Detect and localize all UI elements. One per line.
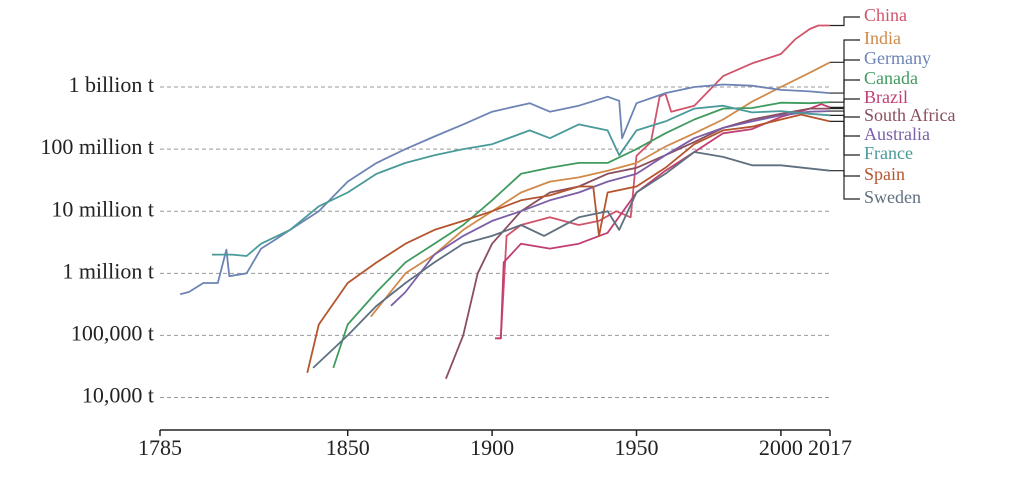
x-tick-label: 1785	[138, 435, 182, 460]
y-tick-label: 10,000 t	[82, 383, 154, 408]
series-label: South Africa	[864, 105, 956, 125]
series-line	[212, 104, 831, 257]
x-tick-label: 2000	[759, 435, 803, 460]
series-label: Germany	[864, 48, 931, 68]
leader-line	[830, 120, 860, 177]
series-line	[179, 83, 831, 296]
leader-line	[830, 98, 860, 108]
leader-line	[830, 16, 860, 27]
series-label: Spain	[864, 164, 905, 184]
series-label: India	[864, 28, 901, 48]
leader-line	[830, 79, 860, 103]
series-label: France	[864, 143, 913, 163]
series-line	[495, 103, 831, 340]
series-line	[370, 61, 831, 318]
series-label: China	[864, 5, 907, 25]
y-tick-label: 10 million t	[51, 196, 154, 221]
series-line	[312, 151, 831, 369]
x-tick-label: 1850	[326, 435, 370, 460]
series-label: Brazil	[864, 87, 908, 107]
y-tick-label: 1 billion t	[68, 72, 154, 97]
series-line	[445, 107, 830, 380]
x-tick-label: 2017	[808, 435, 852, 460]
y-tick-label: 100 million t	[40, 134, 154, 159]
series-label: Australia	[864, 124, 930, 144]
leader-line	[830, 59, 860, 94]
x-tick-label: 1900	[470, 435, 514, 460]
y-tick-label: 100,000 t	[71, 320, 154, 345]
series-line	[390, 110, 831, 307]
series-line	[306, 113, 831, 374]
y-tick-label: 1 million t	[62, 258, 154, 283]
series-label: Canada	[864, 68, 918, 88]
x-tick-label: 1950	[615, 435, 659, 460]
series-label: Sweden	[864, 187, 921, 207]
leader-line	[830, 39, 860, 63]
leader-line	[830, 170, 860, 200]
series-line	[332, 101, 831, 369]
series-line	[497, 24, 830, 340]
